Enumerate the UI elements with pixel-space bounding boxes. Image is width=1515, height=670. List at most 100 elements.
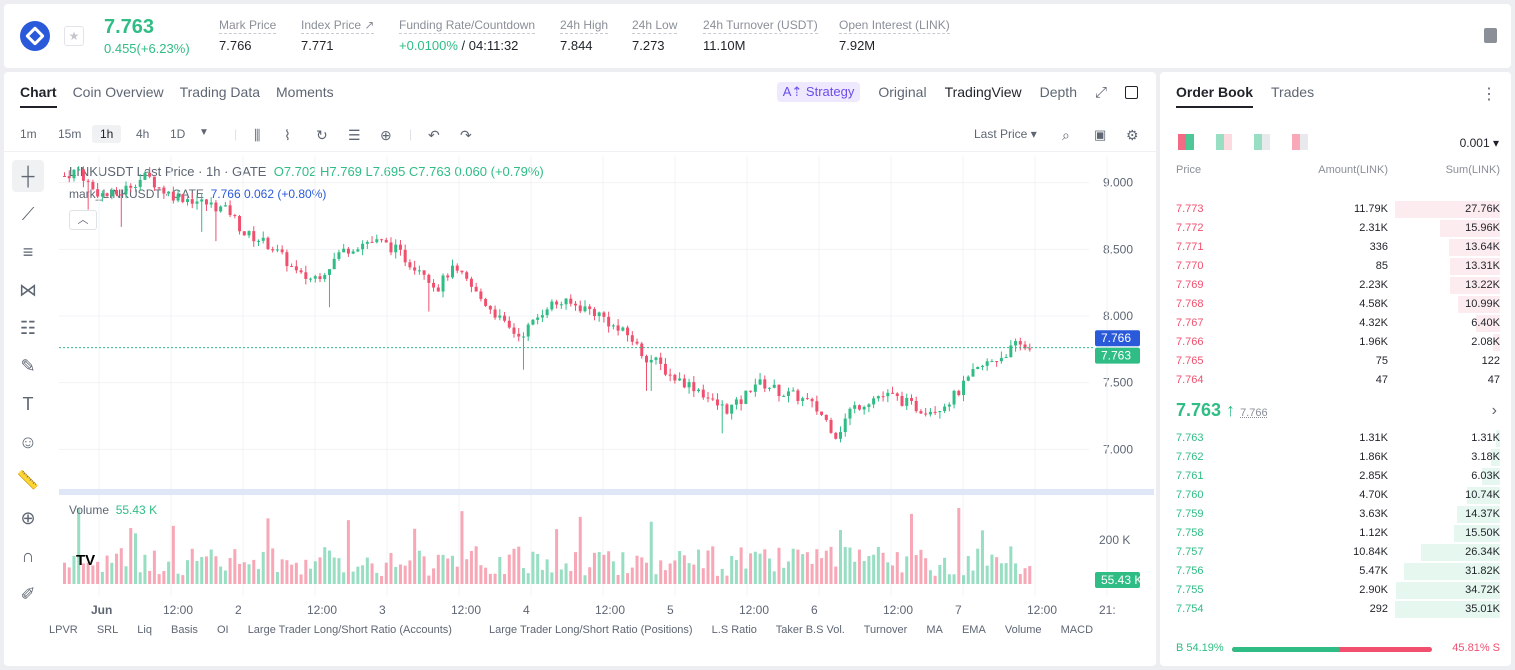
candle-body: [465, 272, 469, 279]
view-asks-icon[interactable]: [1292, 134, 1308, 150]
volume-bar: [361, 565, 365, 584]
trendline-icon[interactable]: ⟋: [21, 203, 35, 224]
candlestick-chart[interactable]: 9.000 8.500 8.000 7.500 7.000 7.766 7.763 200 K…: [59, 156, 1154, 616]
bid-row[interactable]: 7.756 5.47K 31.82K: [1176, 562, 1500, 581]
indicator-ls-accounts[interactable]: Large Trader Long/Short Ratio (Accounts): [247, 624, 452, 636]
indicator-volume[interactable]: Volume: [1004, 624, 1042, 636]
row-amount: 4.70K: [1359, 489, 1388, 501]
undo-icon[interactable]: ↶: [428, 127, 440, 143]
camera-icon[interactable]: ▣: [1094, 127, 1107, 142]
chevron-right-icon[interactable]: ›: [1491, 402, 1497, 419]
horizontal-lines-icon[interactable]: ≡: [22, 241, 34, 262]
emoji-icon[interactable]: ☺: [18, 431, 38, 452]
ask-row[interactable]: 7.765 75 122: [1176, 352, 1500, 371]
indicator-ls-ratio[interactable]: L.S Ratio: [711, 624, 757, 636]
ask-row[interactable]: 7.767 4.32K 6.40K: [1176, 314, 1500, 333]
row-price: 7.762: [1176, 451, 1204, 463]
view-depth[interactable]: Depth: [1039, 84, 1077, 100]
interval-15m[interactable]: 15m: [58, 127, 82, 141]
ask-row[interactable]: 7.770 85 13.31K: [1176, 257, 1500, 276]
ask-row[interactable]: 7.764 47 47: [1176, 371, 1500, 390]
bid-row[interactable]: 7.761 2.85K 6.03K: [1176, 467, 1500, 486]
candle-body: [630, 335, 634, 342]
bid-row[interactable]: 7.760 4.70K 10.74K: [1176, 486, 1500, 505]
favorite-star-icon[interactable]: ★: [64, 26, 84, 46]
document-icon[interactable]: [1484, 28, 1497, 43]
indicator-ls-positions[interactable]: Large Trader Long/Short Ratio (Positions…: [488, 624, 693, 636]
bid-row[interactable]: 7.754 292 35.01K: [1176, 600, 1500, 619]
row-amount: 2.31K: [1359, 222, 1388, 234]
interval-1d[interactable]: 1D: [170, 127, 186, 141]
collapse-legend-button[interactable]: ︿: [69, 210, 97, 230]
gear-icon[interactable]: ⚙: [1126, 127, 1139, 143]
indicator-srl[interactable]: SRL: [96, 624, 119, 636]
volume-bar: [138, 572, 142, 584]
precision-select[interactable]: 0.001 ▾: [1459, 136, 1499, 150]
indicators-icon[interactable]: ⌇: [284, 127, 291, 143]
indicator-taker-vol[interactable]: Taker B.S Vol.: [775, 624, 845, 636]
view-tradingview[interactable]: TradingView: [944, 84, 1022, 100]
expand-icon[interactable]: ⤢: [1094, 83, 1107, 101]
redo-icon[interactable]: ↷: [460, 127, 472, 143]
stat-index-price[interactable]: Index Price ↗ 7.771: [301, 18, 375, 53]
ask-row[interactable]: 7.772 2.31K 15.96K: [1176, 219, 1500, 238]
tab-chart[interactable]: Chart: [20, 84, 57, 108]
interval-4h[interactable]: 4h: [136, 127, 150, 141]
ask-row[interactable]: 7.771 336 13.64K: [1176, 238, 1500, 257]
replay-icon[interactable]: ↻: [316, 127, 328, 143]
brush-icon[interactable]: ✎: [20, 355, 36, 376]
tab-trades[interactable]: Trades: [1271, 84, 1315, 100]
pencil-lock-icon[interactable]: ✐: [20, 583, 36, 604]
indicator-lpvr[interactable]: LPVR: [49, 624, 78, 636]
view-original[interactable]: Original: [878, 84, 927, 100]
volume-bar: [181, 575, 185, 584]
volume-bar: [209, 549, 213, 584]
view-both-icon[interactable]: [1178, 134, 1194, 150]
candle-body: [171, 191, 175, 201]
ask-row[interactable]: 7.773 11.79K 27.76K: [1176, 200, 1500, 219]
template-icon[interactable]: ☰: [348, 127, 361, 143]
bid-row[interactable]: 7.759 3.63K 14.37K: [1176, 505, 1500, 524]
candle-body: [119, 194, 123, 196]
indicator-macd[interactable]: MACD: [1060, 624, 1094, 636]
tab-coin-overview[interactable]: Coin Overview: [72, 84, 164, 100]
ruler-icon[interactable]: 📏: [16, 469, 40, 490]
bid-row[interactable]: 7.763 1.31K 1.31K: [1176, 429, 1500, 448]
candle-type-icon[interactable]: ⫼: [254, 127, 261, 143]
indicator-basis[interactable]: Basis: [171, 624, 198, 636]
ask-row[interactable]: 7.769 2.23K 13.22K: [1176, 276, 1500, 295]
ask-row[interactable]: 7.768 4.58K 10.99K: [1176, 295, 1500, 314]
pattern-icon[interactable]: ⋈: [19, 279, 37, 300]
indicator-ma[interactable]: MA: [926, 624, 943, 636]
indicator-oi[interactable]: OI: [217, 624, 229, 636]
view-split-icon[interactable]: [1216, 134, 1232, 150]
bid-row[interactable]: 7.762 1.86K 3.18K: [1176, 448, 1500, 467]
indicator-ema[interactable]: EMA: [961, 624, 986, 636]
candle-body: [446, 275, 450, 278]
bid-row[interactable]: 7.758 1.12K 15.50K: [1176, 524, 1500, 543]
interval-dropdown-icon[interactable]: ▼: [199, 127, 209, 138]
last-price-select[interactable]: Last Price ▾: [974, 127, 1037, 141]
tab-moments[interactable]: Moments: [276, 84, 334, 100]
interval-1h[interactable]: 1h: [92, 125, 122, 143]
bid-row[interactable]: 7.755 2.90K 34.72K: [1176, 581, 1500, 600]
magnet-icon[interactable]: ∩: [21, 545, 35, 566]
ask-row[interactable]: 7.766 1.96K 2.08K: [1176, 333, 1500, 352]
depth-bar: [1467, 487, 1500, 504]
interval-1m[interactable]: 1m: [20, 127, 37, 141]
indicator-turnover[interactable]: Turnover: [863, 624, 908, 636]
text-icon[interactable]: T: [22, 393, 34, 414]
crosshair-icon[interactable]: ┼: [12, 160, 44, 192]
more-icon[interactable]: ⋮: [1481, 86, 1497, 103]
fib-icon[interactable]: ☷: [19, 317, 37, 338]
view-bids-icon[interactable]: [1254, 134, 1270, 150]
zoom-in-icon[interactable]: ⊕: [20, 507, 36, 528]
search-icon[interactable]: ⌕: [1062, 127, 1070, 143]
tab-trading-data[interactable]: Trading Data: [179, 84, 261, 100]
window-icon[interactable]: [1125, 85, 1138, 99]
bid-row[interactable]: 7.757 10.84K 26.34K: [1176, 543, 1500, 562]
add-indicator-icon[interactable]: ⊕: [380, 127, 392, 143]
tab-order-book[interactable]: Order Book: [1176, 84, 1254, 108]
strategy-button[interactable]: A⇡ Strategy: [776, 82, 861, 102]
indicator-liq[interactable]: Liq: [137, 624, 152, 636]
